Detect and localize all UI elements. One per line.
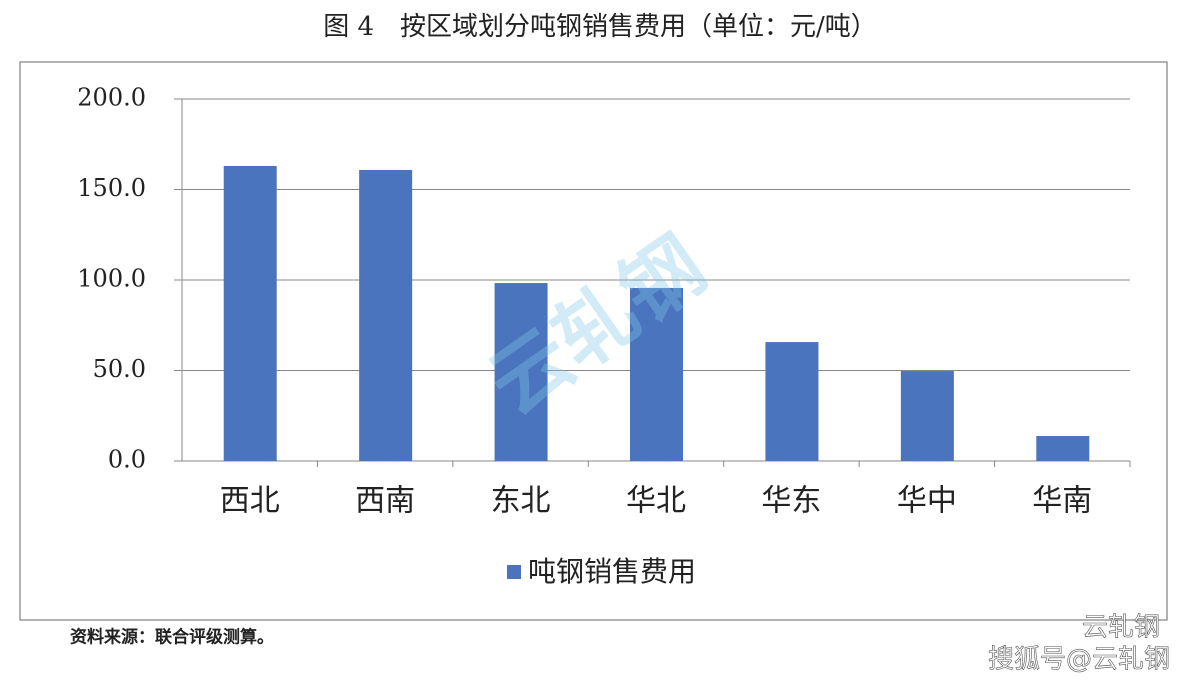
y-tick-label: 0.0 [108,446,146,474]
x-tick-label: 西南 [355,484,415,519]
x-tick-label: 华南 [1032,484,1092,519]
x-tick-label: 华东 [761,484,821,519]
legend-swatch [507,565,521,579]
bar [900,371,954,461]
x-tick-label: 华北 [626,484,686,519]
y-tick-label: 50.0 [93,355,146,383]
bar [494,283,548,461]
x-tick-label: 西北 [220,484,280,519]
chart-frame [19,61,1168,621]
bar [765,342,819,461]
y-tick-label: 100.0 [77,265,146,293]
chart-title: 图 4 按区域划分吨钢销售费用（单位：元/吨） [323,12,877,42]
bar [223,165,277,461]
bar [1036,436,1090,461]
y-tick-label: 150.0 [77,174,146,202]
y-tick-label: 200.0 [77,84,146,112]
watermark: 搜狐号@云轧钢 [988,645,1170,675]
watermark: 云轧钢 [1082,613,1160,643]
bar [359,169,413,461]
x-tick-label: 东北 [491,484,551,519]
x-tick-label: 华中 [897,484,957,519]
legend-label: 吨钢销售费用 [528,555,696,588]
source-note: 资料来源：联合评级测算。 [70,627,274,648]
bar [630,287,683,461]
